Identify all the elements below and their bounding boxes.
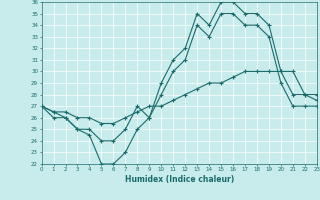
X-axis label: Humidex (Indice chaleur): Humidex (Indice chaleur) bbox=[124, 175, 234, 184]
